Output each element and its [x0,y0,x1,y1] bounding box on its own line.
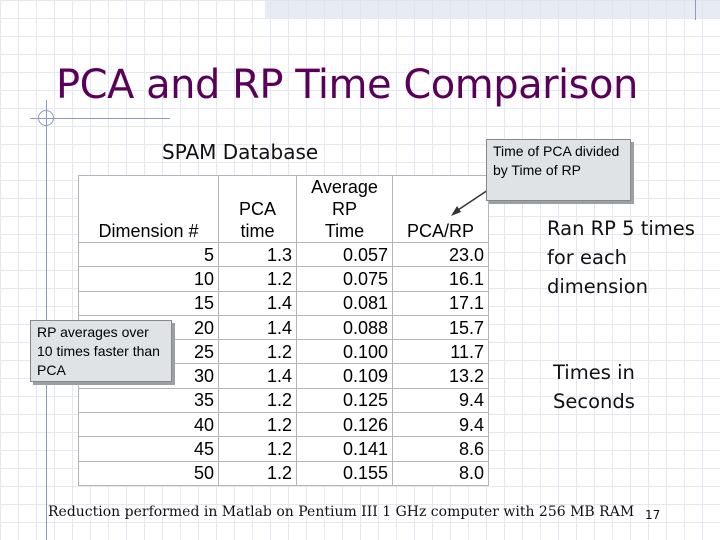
header-line: Average [311,177,378,197]
top-band [265,0,720,18]
cell-dimension: 45 [78,436,219,462]
table-row: 10 1.2 0.075 16.1 [78,266,489,292]
cell-pca-time: 1.4 [218,314,297,341]
cell-pca-time: 1.2 [218,387,297,414]
cell-ratio: 11.7 [392,339,489,365]
header-line: time [240,221,275,241]
cell-rp-time: 0.125 [296,387,393,414]
cell-ratio: 16.1 [392,266,489,292]
cell-dimension: 40 [78,412,219,438]
cell-rp-time: 0.141 [296,436,393,462]
table-row: 20 1.4 0.088 15.7 [78,314,489,341]
cell-pca-time: 1.2 [218,339,297,365]
table-row: 40 1.2 0.126 9.4 [78,412,489,438]
header-line: PCA [238,199,276,219]
cell-dimension: 35 [78,387,219,414]
cell-ratio: 23.0 [392,241,489,268]
cell-ratio: 8.6 [392,436,489,462]
cell-pca-time: 1.2 [218,460,297,486]
cell-pca-time: 1.2 [218,412,297,438]
cell-dimension: 15 [78,290,219,316]
table-row: 15 1.4 0.081 17.1 [78,290,489,316]
note-runs: Ran RP 5 times for each dimension [547,217,695,298]
cell-rp-time: 0.088 [296,314,393,341]
table-row: 45 1.2 0.141 8.6 [78,436,489,462]
header-line: Dimension # [98,221,199,241]
cell-rp-time: 0.109 [296,363,393,389]
slide-title: PCA and RP Time Comparison [56,62,638,108]
header-dimension: Dimension # [78,175,219,243]
slide-footer: Reduction performed in Matlab on Pentium… [48,504,635,520]
cell-ratio: 9.4 [392,387,489,414]
cell-ratio: 15.7 [392,314,489,341]
cell-dimension: 10 [78,266,219,292]
cell-rp-time: 0.155 [296,460,393,486]
cell-pca-time: 1.2 [218,266,297,292]
table-body: 5 1.3 0.057 23.0 10 1.2 0.075 16.1 15 1.4 0.081 17.… [78,241,489,486]
cell-pca-time: 1.4 [218,290,297,316]
cell-pca-time: 1.4 [218,363,297,389]
cell-rp-time: 0.100 [296,339,393,365]
callout-ratio-explanation: Time of PCA divided by Time of RP [486,139,631,201]
table-row: 35 1.2 0.125 9.4 [78,387,489,414]
slide-subtitle: SPAM Database [162,140,319,164]
cell-dimension: 5 [78,241,219,268]
header-line: RP [331,199,357,219]
cell-ratio: 8.0 [392,460,489,486]
decorative-line [30,118,170,119]
decorative-line [695,0,696,20]
callout-rp-speed: RP averages over 10 times faster than PC… [30,320,172,382]
cell-dimension: 50 [78,460,219,486]
cell-pca-time: 1.3 [218,241,297,268]
cell-ratio: 9.4 [392,412,489,438]
decorative-circle [38,110,54,126]
cell-ratio: 13.2 [392,363,489,389]
table-row: 50 1.2 0.155 8.0 [78,460,489,486]
header-line: Time [324,221,365,241]
cell-rp-time: 0.081 [296,290,393,316]
header-line: PCA/RP [406,221,475,241]
note-units: Times in Seconds [553,361,635,413]
cell-rp-time: 0.126 [296,412,393,438]
cell-rp-time: 0.075 [296,266,393,292]
cell-rp-time: 0.057 [296,241,393,268]
page-number: 17 [645,508,661,522]
cell-ratio: 17.1 [392,290,489,316]
table-row: 5 1.3 0.057 23.0 [78,241,489,268]
header-ratio: PCA/RP [392,175,489,243]
